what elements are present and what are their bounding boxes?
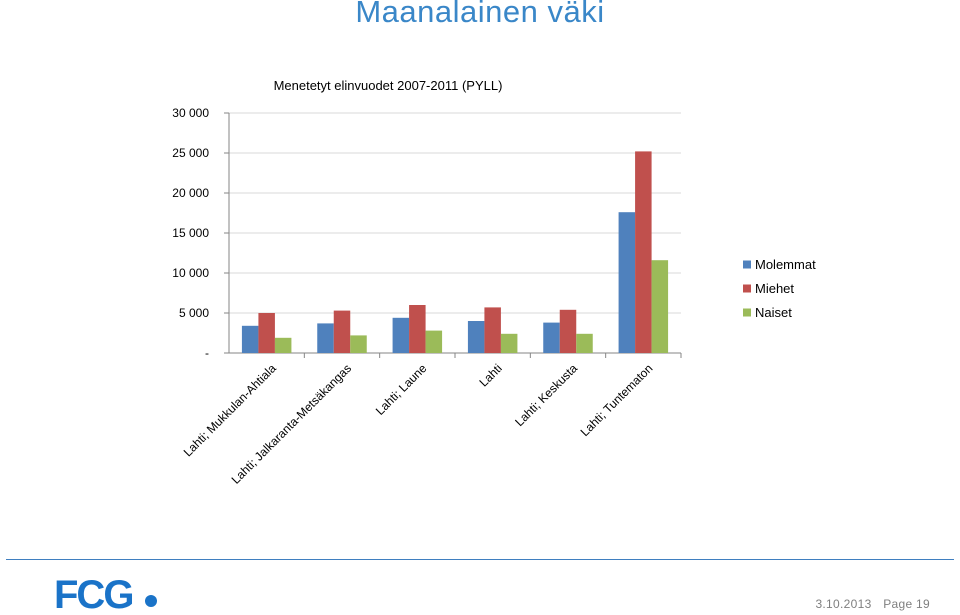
x-category-label: Lahti; Laune xyxy=(373,361,430,418)
legend-swatch-miehet xyxy=(743,284,751,293)
legend: Molemmat Miehet Naiset xyxy=(743,257,816,320)
legend-swatch-naiset xyxy=(743,308,751,317)
y-tick-label: 15 000 xyxy=(172,226,209,240)
x-category-label: Lahti; Keskusta xyxy=(512,361,580,429)
page-date: 3.10.2013 xyxy=(815,597,872,611)
page-title-text: Maanalainen väki xyxy=(355,0,605,29)
bars xyxy=(241,151,669,353)
bar-molemmat xyxy=(317,323,334,353)
bar-naiset xyxy=(500,333,518,353)
svg-text:FCG: FCG xyxy=(54,573,132,614)
bar-miehet xyxy=(409,305,426,353)
page-number: Page 19 xyxy=(883,597,930,611)
bar-naiset xyxy=(651,260,669,353)
y-axis-ticks: - 5 000 10 000 15 000 20 000 25 000 30 000 xyxy=(172,106,209,360)
y-tick-label: - xyxy=(205,346,209,360)
x-category-label: Lahti xyxy=(476,361,504,389)
bar-molemmat xyxy=(392,317,410,353)
legend-label-miehet: Miehet xyxy=(755,281,794,296)
legend-label-molemmat: Molemmat xyxy=(755,257,816,272)
bar-miehet xyxy=(635,151,652,353)
y-tick-label: 5 000 xyxy=(179,306,209,320)
page-title: Maanalainen väki xyxy=(0,0,960,30)
footer-divider xyxy=(6,559,954,560)
bar-naiset xyxy=(576,333,593,353)
page-info: 3.10.2013 Page 19 xyxy=(815,597,930,611)
y-tick-label: 20 000 xyxy=(172,186,209,200)
legend-label-naiset: Naiset xyxy=(755,305,792,320)
bar-molemmat xyxy=(618,212,636,353)
legend-swatch-molemmat xyxy=(743,260,751,269)
logo-dot-icon xyxy=(145,595,157,607)
bar-molemmat xyxy=(241,325,259,353)
x-category-label: Lahti; Tuntematon xyxy=(578,361,656,439)
bar-molemmat xyxy=(543,322,560,353)
bar-naiset xyxy=(425,330,443,353)
bar-miehet xyxy=(559,309,577,353)
x-category-label: Lahti; Jalkaranta-Metsäkangas xyxy=(229,361,354,486)
bar-miehet xyxy=(333,310,351,353)
gridlines xyxy=(224,112,681,354)
bar-miehet xyxy=(258,313,275,353)
y-tick-label: 25 000 xyxy=(172,146,209,160)
chart: Menetetyt elinvuodet 2007-2011 (PYLL) - 5… xyxy=(172,78,816,487)
chart-title: Menetetyt elinvuodet 2007-2011 (PYLL) xyxy=(274,78,503,93)
bar-miehet xyxy=(484,307,501,353)
y-tick-label: 30 000 xyxy=(172,106,209,120)
fcg-logo: FCG xyxy=(54,573,157,614)
bar-molemmat xyxy=(467,321,485,353)
y-tick-label: 10 000 xyxy=(172,266,209,280)
bar-naiset xyxy=(350,335,367,353)
bar-naiset xyxy=(274,337,292,353)
